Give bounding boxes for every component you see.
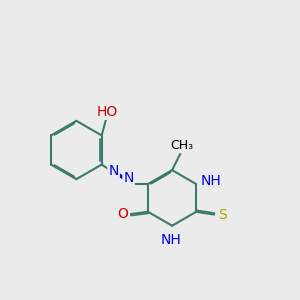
Text: S: S [218, 208, 227, 222]
Text: N: N [108, 164, 119, 178]
Text: N: N [123, 171, 134, 185]
Text: HO: HO [97, 105, 118, 119]
Text: O: O [118, 207, 128, 221]
Text: NH: NH [201, 174, 222, 188]
Text: CH₃: CH₃ [170, 139, 194, 152]
Text: NH: NH [160, 232, 181, 247]
